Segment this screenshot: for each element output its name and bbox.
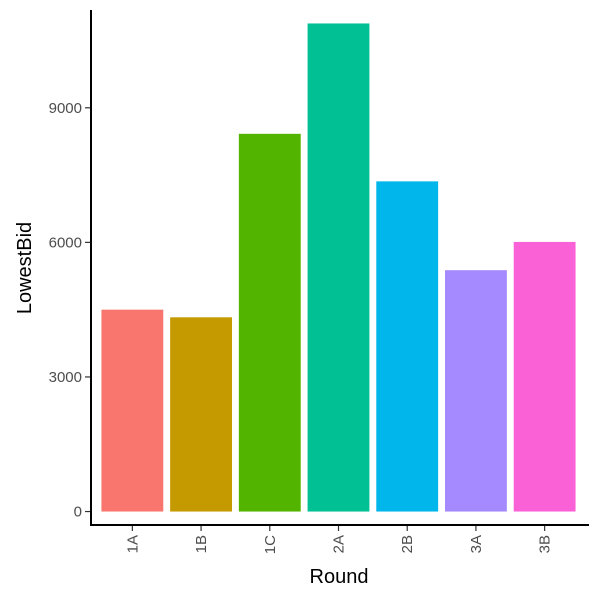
y-axis-ticks: 0 3000 6000 9000 [49, 100, 90, 521]
y-tick-label: 6000 [49, 234, 82, 251]
x-tick-label: 3A [468, 535, 485, 553]
bar-1c [238, 133, 301, 512]
x-axis-title: Round [310, 566, 369, 588]
bar-2a [307, 23, 370, 512]
x-tick-label: 2A [331, 535, 348, 553]
x-tick-label: 1C [262, 535, 279, 554]
x-axis-ticks: 1A 1B 1C 2A 2B 3A 3B [124, 526, 554, 554]
y-tick-label: 9000 [49, 100, 82, 117]
bars-group [101, 23, 576, 512]
bar-1b [170, 317, 232, 512]
bar-2b [376, 181, 439, 512]
x-tick-label: 2B [399, 535, 416, 553]
x-tick-label: 1B [193, 535, 210, 553]
bar-3b [513, 241, 576, 512]
bar-3a [445, 270, 507, 512]
y-axis-title: LowestBid [14, 222, 36, 314]
bar-1a [101, 309, 164, 512]
x-tick-label: 3B [537, 535, 554, 553]
y-tick-label: 0 [74, 504, 82, 521]
y-tick-label: 3000 [49, 369, 82, 386]
x-tick-label: 1A [124, 535, 141, 553]
